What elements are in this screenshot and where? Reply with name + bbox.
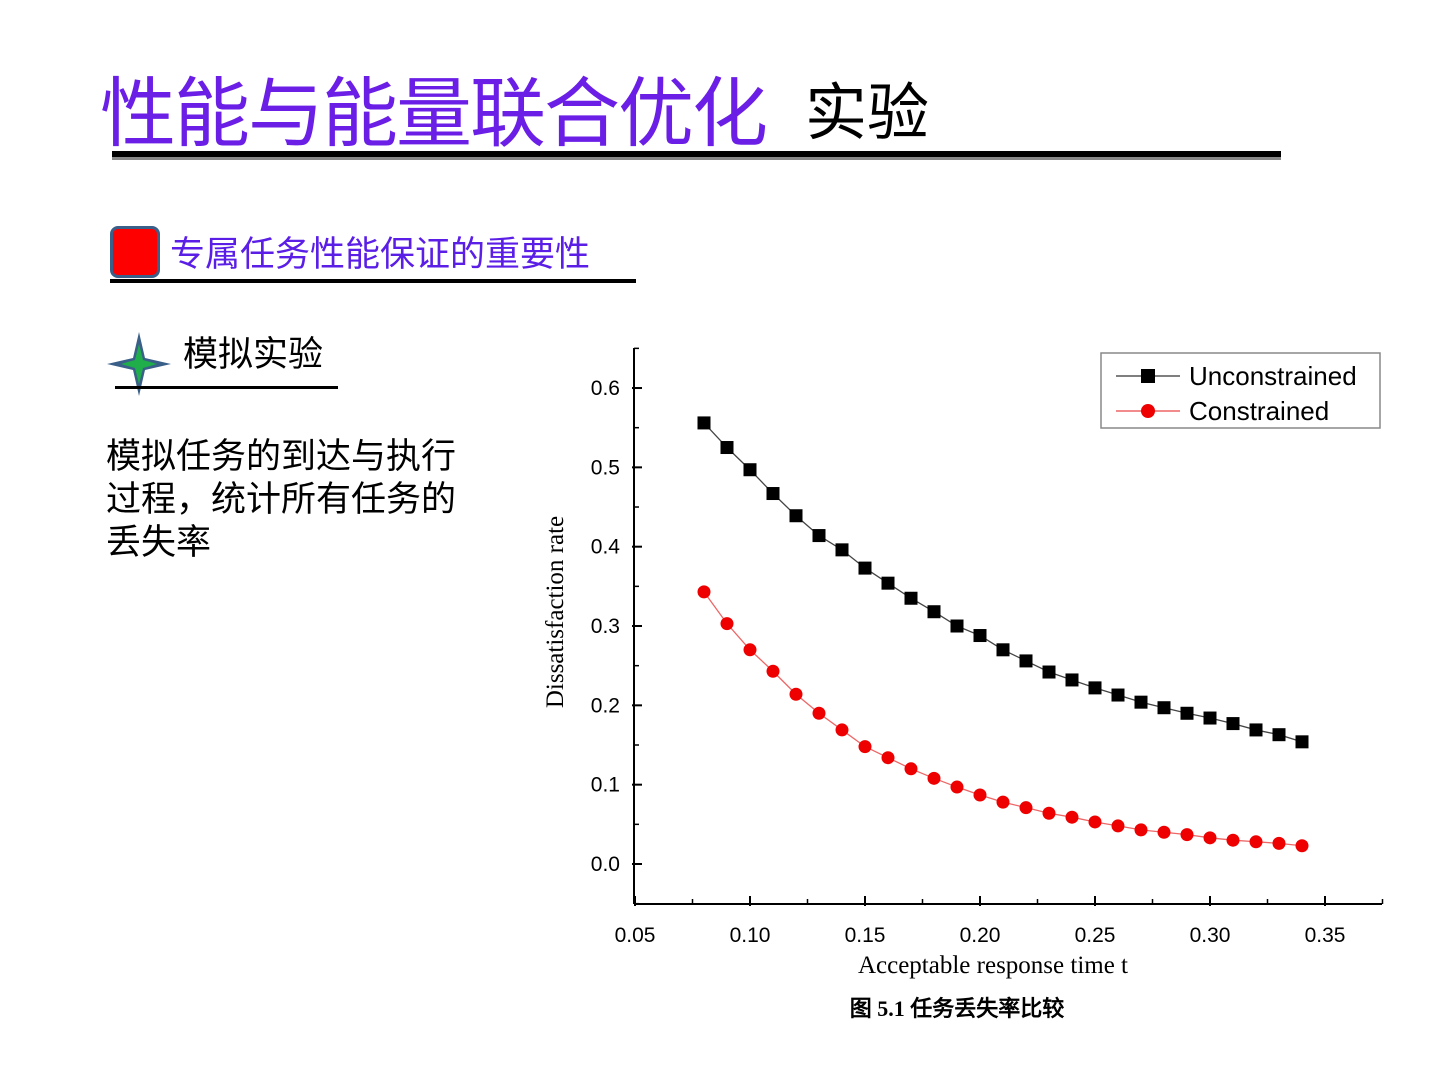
y-tick-label: 0.0 (591, 853, 620, 876)
data-point-constrained (950, 780, 964, 794)
x-tick-label: 0.10 (730, 924, 771, 947)
title-divider (112, 151, 1281, 160)
slide-title-suffix: 实验 (805, 76, 930, 149)
data-point-constrained (1134, 823, 1148, 837)
data-point-constrained (904, 762, 918, 776)
data-point-unconstrained (697, 416, 711, 430)
data-point-constrained (1088, 815, 1102, 829)
data-point-constrained (1249, 835, 1263, 849)
data-point-constrained (789, 687, 803, 701)
subsection-title: 模拟实验 (183, 335, 324, 375)
data-point-unconstrained (858, 561, 872, 575)
data-point-unconstrained (1180, 706, 1194, 720)
data-point-constrained (812, 706, 826, 720)
section-divider (110, 279, 636, 283)
legend-marker-constrained (1141, 404, 1155, 418)
data-point-constrained (858, 740, 872, 754)
chart-axes: 0.0 0.1 0.2 0.3 0.4 0.5 0.6 0.05 0.10 0.15 0.20 0.2… (591, 347, 1384, 947)
legend-label-constrained: Constrained (1189, 396, 1329, 426)
y-tick-label: 0.3 (591, 615, 620, 638)
data-point-unconstrained (1088, 681, 1102, 695)
data-point-constrained (881, 751, 895, 765)
data-point-unconstrained (1249, 723, 1263, 737)
data-point-constrained (720, 617, 734, 631)
data-point-constrained (697, 585, 711, 599)
square-bullet-icon (110, 226, 160, 278)
data-point-unconstrained (1272, 728, 1286, 742)
x-tick-label: 0.15 (845, 924, 886, 947)
data-point-unconstrained (1226, 717, 1240, 731)
subsection-divider (115, 386, 338, 389)
section-title: 专属任务性能保证的重要性 (170, 235, 591, 275)
y-tick-label: 0.5 (591, 456, 620, 479)
data-point-constrained (1111, 819, 1125, 833)
figure-caption: 图 5.1 任务丢失率比较 (850, 996, 1065, 1021)
data-point-unconstrained (904, 591, 918, 605)
legend-label-unconstrained: Unconstrained (1189, 361, 1357, 391)
data-point-constrained (835, 723, 849, 737)
data-point-unconstrained (1134, 695, 1148, 709)
data-point-unconstrained (1295, 735, 1309, 749)
data-point-constrained (1203, 831, 1217, 845)
data-point-unconstrained (950, 619, 964, 633)
y-tick-label: 0.6 (591, 377, 620, 400)
data-point-constrained (766, 664, 780, 678)
data-point-unconstrained (1042, 665, 1056, 679)
slide-title: 性能与能量联合优化 (100, 69, 768, 158)
data-point-unconstrained (996, 643, 1010, 657)
x-tick-label: 0.20 (960, 924, 1001, 947)
x-tick-label: 0.35 (1305, 924, 1346, 947)
x-tick-label: 0.05 (615, 924, 656, 947)
data-point-constrained (1180, 828, 1194, 842)
data-point-unconstrained (1111, 688, 1125, 702)
x-axis-title: Acceptable response time t (858, 952, 1128, 979)
data-point-constrained (1019, 801, 1033, 815)
data-point-unconstrained (766, 487, 780, 501)
data-point-unconstrained (720, 441, 734, 455)
data-point-unconstrained (927, 605, 941, 619)
data-point-unconstrained (812, 529, 826, 543)
data-point-unconstrained (1203, 711, 1217, 725)
chart-series (697, 416, 1309, 853)
data-point-unconstrained (835, 543, 849, 557)
data-point-constrained (1157, 825, 1171, 839)
chart-legend: Unconstrained Constrained (1100, 352, 1381, 429)
data-point-constrained (996, 795, 1010, 809)
data-point-constrained (1226, 833, 1240, 847)
data-point-constrained (743, 643, 757, 657)
data-point-constrained (1295, 839, 1309, 853)
data-point-unconstrained (973, 629, 987, 643)
data-point-unconstrained (1019, 654, 1033, 668)
star-bullet-icon (107, 332, 171, 396)
data-point-constrained (927, 771, 941, 785)
data-point-unconstrained (789, 509, 803, 523)
data-point-constrained (1042, 806, 1056, 820)
data-point-unconstrained (1065, 673, 1079, 687)
data-point-constrained (973, 788, 987, 802)
y-tick-label: 0.1 (591, 774, 620, 797)
data-point-unconstrained (1157, 701, 1171, 715)
data-point-unconstrained (743, 463, 757, 477)
y-tick-label: 0.4 (591, 536, 621, 559)
legend-marker-unconstrained (1141, 369, 1155, 383)
body-text: 模拟任务的到达与执行过程，统计所有任务的丢失率 (106, 437, 457, 563)
x-tick-label: 0.30 (1190, 924, 1231, 947)
y-axis-title: Dissatisfaction rate (542, 516, 569, 708)
y-tick-label: 0.2 (591, 694, 620, 717)
data-point-unconstrained (881, 576, 895, 590)
x-tick-label: 0.25 (1075, 924, 1116, 947)
data-point-constrained (1065, 810, 1079, 824)
data-point-constrained (1272, 836, 1286, 850)
